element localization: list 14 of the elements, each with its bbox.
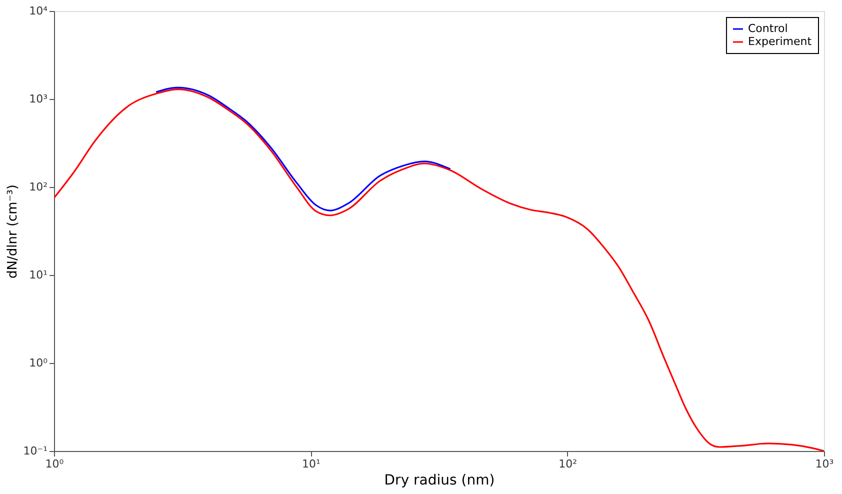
y-tick-label: 10⁴ — [29, 4, 48, 18]
legend-label: Control — [748, 22, 788, 35]
x-tick-label: 10¹ — [302, 458, 320, 470]
x-axis-title: Dry radius (nm) — [384, 472, 495, 488]
y-tick-label: 10⁻¹ — [23, 444, 48, 458]
y-tick-label: 10³ — [29, 92, 48, 106]
x-tick-label: 10² — [558, 458, 578, 470]
y-tick-label: 10⁰ — [29, 356, 48, 370]
x-tick-label: 10⁰ — [45, 458, 64, 470]
y-axis-title: dN/dlnr (cm⁻³) — [5, 184, 20, 278]
x-tick-label: 10³ — [815, 458, 834, 470]
y-tick-label: 10¹ — [29, 268, 48, 282]
y-tick-label: 10² — [29, 180, 48, 194]
legend-label: Experiment — [748, 35, 812, 48]
